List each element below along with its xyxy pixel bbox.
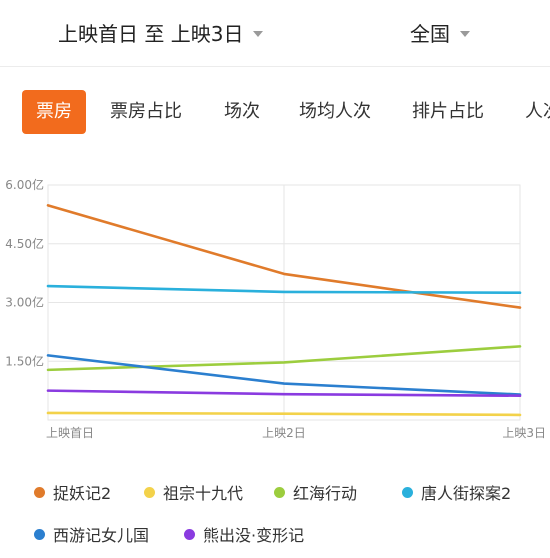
date-range-selector[interactable]: 上映首日 至 上映3日 [58,18,264,47]
legend-label: 西游记女儿国 [53,526,150,545]
legend-item[interactable]: 祖宗十九代 [144,480,243,504]
legend-item[interactable]: 熊出没·变形记 [184,522,304,546]
legend-dot-icon [144,486,155,498]
series-line-3 [46,284,522,295]
legend-dot-icon [402,486,413,498]
region-label: 全国 [410,22,450,46]
series-line-4 [46,354,522,396]
y-tick-label: 4.50亿 [5,236,44,251]
tab-screening-share[interactable]: 排片占比 [412,101,484,122]
x-tick-label: 上映首日 [46,426,94,440]
metric-tabs: 票房 票房占比 场次 场均人次 排片占比 人次 [0,90,550,134]
tab-box-office[interactable]: 票房 [22,90,86,134]
legend-dot-icon [184,528,195,540]
legend-dot-icon [274,486,285,498]
x-tick-label: 上映2日 [262,426,306,440]
series-line-0 [46,204,522,309]
legend-label: 捉妖记2 [53,484,112,503]
legend-item[interactable]: 红海行动 [274,480,357,504]
chevron-down-icon [253,31,264,37]
series-line-2 [46,345,522,372]
tab-avg-attendance[interactable]: 场均人次 [299,101,371,122]
tab-box-office-share[interactable]: 票房占比 [110,101,182,122]
legend-item[interactable]: 西游记女儿国 [34,522,149,546]
series-line-5 [46,389,522,398]
y-tick-label: 1.50亿 [5,353,44,368]
legend-label: 红海行动 [293,484,358,503]
filter-bar: 上映首日 至 上映3日 全国 [0,0,550,67]
series-line-1 [46,411,522,417]
chevron-down-icon [460,31,470,37]
legend-item[interactable]: 唐人街探案2 [402,480,511,504]
date-range-label: 上映首日 至 上映3日 [58,22,244,46]
tab-admissions[interactable]: 人次 [525,101,550,122]
legend-item[interactable]: 捉妖记2 [34,480,111,504]
tab-screenings[interactable]: 场次 [224,101,260,122]
region-selector[interactable]: 全国 [410,18,470,47]
legend-label: 熊出没·变形记 [203,526,305,545]
y-tick-label: 6.00亿 [5,177,44,192]
y-tick-label: 3.00亿 [5,295,44,310]
legend-label: 唐人街探案2 [421,484,512,503]
legend-dot-icon [34,486,45,498]
legend-label: 祖宗十九代 [163,484,244,503]
x-tick-label: 上映3日 [502,426,546,440]
legend-dot-icon [34,528,45,540]
